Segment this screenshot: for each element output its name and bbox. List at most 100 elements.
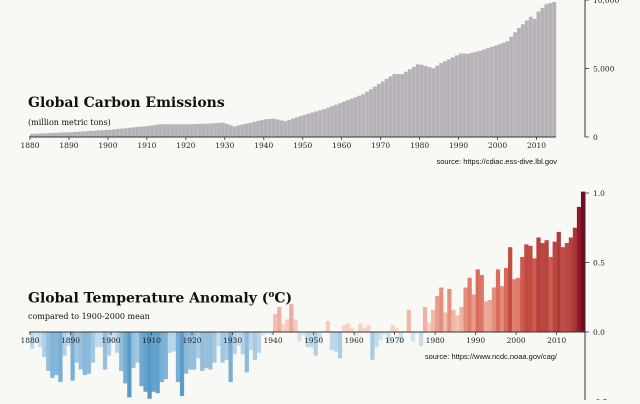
emissions-bar — [100, 130, 105, 138]
temperature-bar — [354, 332, 359, 337]
temperature-bar — [576, 206, 582, 332]
emissions-bar — [107, 129, 113, 138]
temperature-bar — [378, 332, 383, 341]
temperature-title-end: C) — [274, 290, 293, 307]
emissions-bar — [201, 123, 206, 138]
emissions-title: Global Carbon Emissions — [28, 95, 225, 111]
temperature-bar — [78, 332, 83, 370]
temperature-bar — [220, 332, 225, 363]
temperature-bar — [580, 191, 586, 332]
emissions-bar — [111, 129, 117, 138]
emissions-bar — [263, 119, 269, 138]
emissions-bar — [396, 73, 401, 138]
temperature-bar — [431, 309, 436, 332]
temperature-bar — [491, 287, 497, 332]
temperature-bar — [329, 332, 335, 351]
temperature-bar — [495, 269, 501, 332]
temperature-source: source: https://www.ncdc.noaa.gov/cag/ — [424, 352, 557, 361]
emissions-x-tick-label: 1930 — [215, 141, 234, 150]
emissions-x-tick-label: 1980 — [410, 141, 429, 150]
emissions-bar — [540, 7, 545, 138]
emissions-bar — [532, 18, 537, 138]
temperature-bar — [98, 332, 104, 348]
temperature-bar — [204, 332, 209, 369]
emissions-x-tick-label: 1970 — [371, 141, 390, 150]
temperature-bar — [30, 332, 35, 349]
emissions-bar — [181, 124, 187, 138]
emissions-bar — [298, 115, 304, 138]
emissions-bar — [481, 49, 487, 138]
emissions-bar — [103, 129, 109, 138]
temperature-bar — [216, 332, 221, 346]
temperature-bar — [244, 332, 249, 373]
temperature-bar — [106, 332, 112, 356]
temperature-bar — [321, 330, 326, 332]
temperature-bar — [301, 332, 306, 337]
temperature-x-tick-label: 1940 — [264, 336, 283, 345]
temperature-bar — [402, 330, 407, 332]
temperature-bar — [58, 332, 63, 383]
temperature-bar — [70, 332, 75, 381]
temperature-bar — [232, 332, 237, 355]
emissions-bar — [435, 65, 440, 138]
temperature-x-tick-label: 1910 — [142, 336, 161, 345]
temperature-bar — [297, 332, 302, 342]
emissions-bar — [431, 68, 436, 138]
emissions-y-tick-label: 5,000 — [593, 65, 615, 74]
emissions-bar — [524, 20, 530, 138]
emissions-bar — [213, 122, 218, 138]
emissions-bar — [536, 11, 541, 138]
temperature-bar — [483, 301, 488, 332]
temperature-bar — [196, 332, 201, 359]
temperature-bar — [325, 320, 330, 332]
temperature-bar — [548, 256, 553, 332]
emissions-bar — [446, 59, 452, 138]
emissions-bar — [146, 125, 152, 138]
emissions-x-tick-label: 1920 — [176, 141, 195, 150]
emissions-bar — [400, 73, 405, 138]
emissions-bar — [76, 131, 82, 138]
temperature-bar — [467, 277, 472, 332]
emissions-bar — [158, 123, 163, 138]
emissions-bar — [240, 124, 245, 138]
emissions-bar — [329, 105, 335, 138]
emissions-bar — [154, 124, 160, 138]
emissions-x-tick-label: 1960 — [332, 141, 351, 150]
temperature-bar — [568, 237, 574, 332]
temperature-bar — [131, 332, 136, 369]
temperature-x-tick-label: 1880 — [20, 336, 39, 345]
temperature-bar — [34, 332, 39, 344]
emissions-bar — [462, 53, 467, 138]
emissions-bar — [302, 114, 308, 138]
emissions-bar — [170, 124, 175, 138]
emissions-bar — [361, 93, 366, 138]
temperature-bar — [143, 332, 148, 392]
temperature-bar — [54, 332, 59, 376]
emissions-bar — [236, 125, 241, 138]
temperature-bar — [212, 332, 217, 363]
emissions-bar — [283, 120, 288, 138]
emissions-bar — [150, 125, 156, 138]
emissions-bar — [64, 132, 70, 138]
emissions-bar — [57, 132, 62, 138]
emissions-bar — [470, 52, 475, 138]
temperature-bar — [42, 332, 47, 358]
emissions-bar — [166, 123, 171, 138]
emissions-bar — [407, 69, 413, 138]
emissions-bar — [501, 42, 506, 138]
temperature-bar — [200, 332, 205, 371]
temperature-bar — [451, 309, 456, 332]
temperature-bar — [74, 332, 79, 363]
temperature-bar — [398, 332, 403, 344]
temperature-bar — [50, 332, 55, 378]
temperature-title: Global Temperature Anomaly (oC) — [28, 290, 292, 307]
temperature-bar — [528, 245, 533, 332]
emissions-bar — [177, 124, 183, 138]
emissions-bar — [544, 3, 549, 138]
temperature-bar — [556, 231, 561, 332]
emissions-bar — [259, 119, 265, 138]
temperature-bar — [260, 332, 266, 337]
temperature-bar — [46, 332, 51, 371]
temperature-bar — [427, 322, 432, 332]
